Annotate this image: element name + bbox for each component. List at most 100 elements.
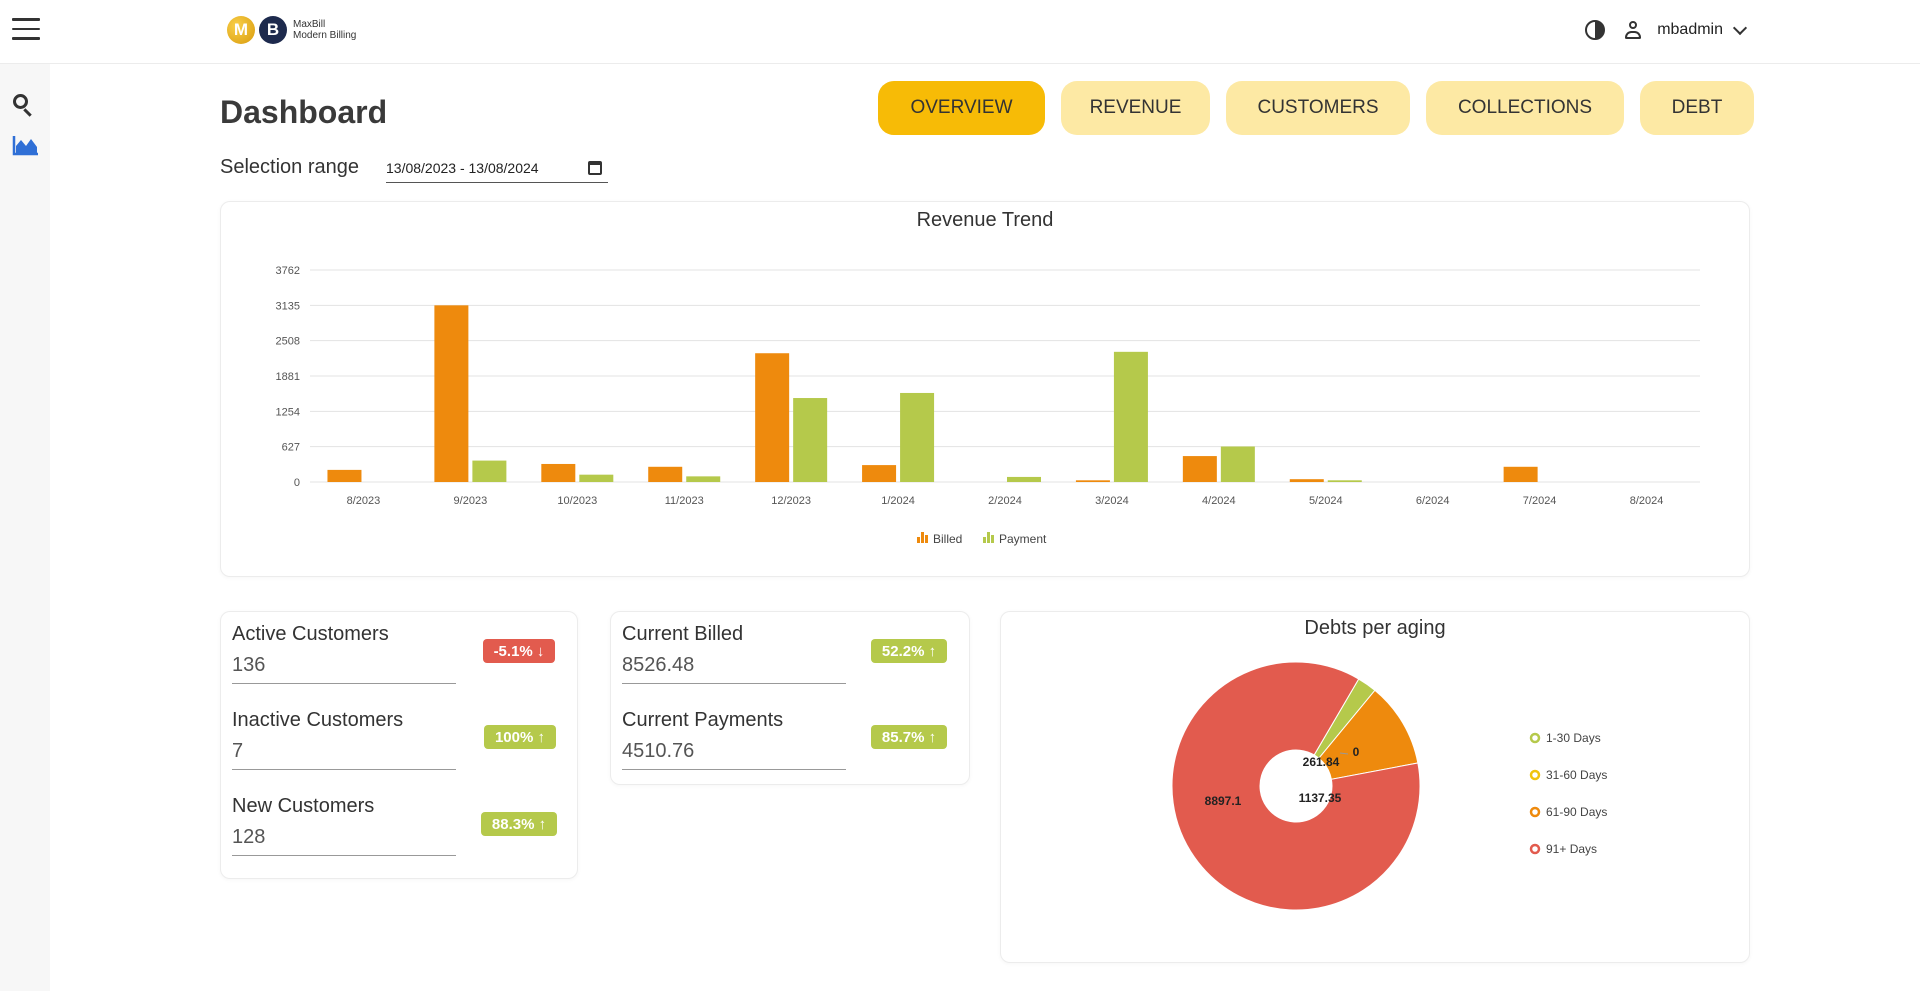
tab-debt[interactable]: DEBT	[1640, 81, 1754, 135]
bar-payment	[900, 392, 935, 482]
current-payments-label: Current Payments	[622, 709, 784, 731]
x-tick-label: 2/2024	[988, 495, 1022, 507]
calendar-icon[interactable]	[588, 160, 602, 175]
active-customers-value: 136	[232, 654, 456, 684]
x-tick-label: 12/2023	[771, 495, 811, 507]
legend-swatch	[991, 535, 994, 543]
current-billed-value: 8526.48	[622, 654, 846, 684]
tab-collections[interactable]: COLLECTIONS	[1426, 81, 1624, 135]
x-tick-label: 3/2024	[1095, 495, 1129, 507]
bar-billed	[327, 469, 362, 482]
x-tick-label: 7/2024	[1523, 495, 1557, 507]
inactive-customers-badge: 100% ↑	[484, 725, 556, 749]
legend-swatch	[921, 532, 924, 543]
top-header: M B MaxBill Modern Billing mbadmin	[0, 0, 1920, 64]
legend-item: Payment	[983, 532, 1047, 546]
pie-legend-label: 31-60 Days	[1546, 768, 1607, 782]
y-tick-label: 2508	[276, 336, 300, 348]
active-customers-badge: -5.1% ↓	[483, 639, 555, 663]
page-title: Dashboard	[220, 94, 388, 130]
bar-billed	[755, 353, 790, 482]
logo[interactable]: M B MaxBill Modern Billing	[227, 16, 356, 44]
legend-label: Payment	[999, 532, 1047, 546]
logo-line-1: MaxBill	[293, 19, 326, 30]
revenue-trend-title: Revenue Trend	[916, 209, 1054, 231]
bar-billed	[1075, 480, 1110, 482]
bar-payment	[472, 460, 507, 482]
legend-swatch	[925, 535, 928, 543]
x-tick-label: 6/2024	[1416, 495, 1450, 507]
bar-payment	[1327, 480, 1362, 482]
y-tick-label: 3762	[276, 265, 300, 277]
inactive-customers-value: 7	[232, 740, 456, 770]
header-actions: mbadmin	[1585, 19, 1748, 41]
x-tick-label: 1/2024	[881, 495, 915, 507]
legend-marker	[1529, 769, 1541, 781]
new-customers-stat: New Customers 128	[232, 795, 456, 856]
x-tick-label: 11/2023	[665, 495, 704, 507]
pie-legend-item: 1-30 Days	[1529, 731, 1601, 745]
date-range-input[interactable]: 13/08/2023 - 13/08/2024	[386, 153, 608, 183]
pie-slice-3	[1171, 661, 1421, 911]
y-tick-label: 3135	[276, 300, 300, 312]
legend-marker	[1529, 806, 1541, 818]
logo-b-badge: B	[259, 16, 287, 44]
user-icon[interactable]	[1623, 19, 1643, 41]
x-tick-label: 8/2023	[347, 495, 381, 507]
inactive-customers-label: Inactive Customers	[232, 709, 404, 731]
new-customers-badge: 88.3% ↑	[481, 812, 557, 836]
current-payments-badge: 85.7% ↑	[871, 725, 947, 749]
x-tick-label: 9/2023	[454, 495, 488, 507]
legend-marker	[1529, 732, 1541, 744]
revenue-trend-card	[220, 201, 1750, 577]
logo-text: MaxBill Modern Billing	[293, 19, 356, 41]
legend-label: Billed	[933, 532, 962, 546]
pie-slice-2	[1318, 689, 1419, 780]
bar-billed	[434, 305, 469, 482]
legend-swatch	[987, 532, 990, 543]
menu-icon[interactable]	[12, 18, 40, 42]
y-tick-label: 1254	[276, 406, 300, 418]
y-tick-label: 627	[282, 442, 300, 454]
contrast-toggle-icon[interactable]	[1585, 20, 1606, 40]
pie-legend-item: 61-90 Days	[1529, 805, 1607, 819]
pie-value-label: 8897.1	[1205, 794, 1242, 808]
new-customers-label: New Customers	[232, 795, 375, 817]
active-customers-label: Active Customers	[232, 623, 389, 645]
dashboard-tabs: OVERVIEW REVENUE CUSTOMERS COLLECTIONS D…	[878, 81, 1754, 135]
pie-legend-label: 61-90 Days	[1546, 805, 1607, 819]
pie-value-label: 0	[1353, 745, 1360, 759]
tab-overview[interactable]: OVERVIEW	[878, 81, 1045, 135]
current-payments-stat: Current Payments 4510.76	[622, 709, 846, 770]
x-tick-label: 8/2024	[1630, 495, 1664, 507]
pie-legend-label: 1-30 Days	[1546, 731, 1601, 745]
logo-m-badge: M	[227, 16, 255, 44]
pie-legend-item: 91+ Days	[1529, 842, 1597, 856]
area-chart-icon[interactable]	[12, 134, 40, 156]
current-billed-stat: Current Billed 8526.48	[622, 623, 846, 684]
new-customers-value: 128	[232, 826, 456, 856]
search-icon[interactable]	[13, 94, 35, 117]
legend-marker	[1529, 843, 1541, 855]
username[interactable]: mbadmin	[1657, 21, 1723, 38]
current-payments-value: 4510.76	[622, 740, 846, 770]
chevron-down-icon[interactable]	[1732, 20, 1748, 35]
selection-range-label: Selection range	[220, 156, 359, 178]
bar-billed	[648, 466, 683, 482]
pie-value-label: 261.84	[1303, 755, 1340, 769]
tab-revenue[interactable]: REVENUE	[1061, 81, 1210, 135]
date-range-value: 13/08/2023 - 13/08/2024	[386, 159, 539, 176]
inactive-customers-stat: Inactive Customers 7	[232, 709, 456, 770]
legend-item: Billed	[917, 532, 962, 546]
bar-payment	[793, 398, 828, 482]
legend-swatch	[983, 537, 986, 543]
bar-payment	[1220, 446, 1255, 482]
bar-billed	[1182, 456, 1217, 482]
bar-payment	[686, 476, 721, 482]
pie-value-label: 1137.35	[1299, 791, 1342, 805]
pie-legend-item: 31-60 Days	[1529, 768, 1607, 782]
active-customers-stat: Active Customers 136	[232, 623, 456, 684]
bar-billed	[1289, 479, 1324, 482]
tab-customers[interactable]: CUSTOMERS	[1226, 81, 1410, 135]
pie-leader-line	[1339, 752, 1349, 755]
